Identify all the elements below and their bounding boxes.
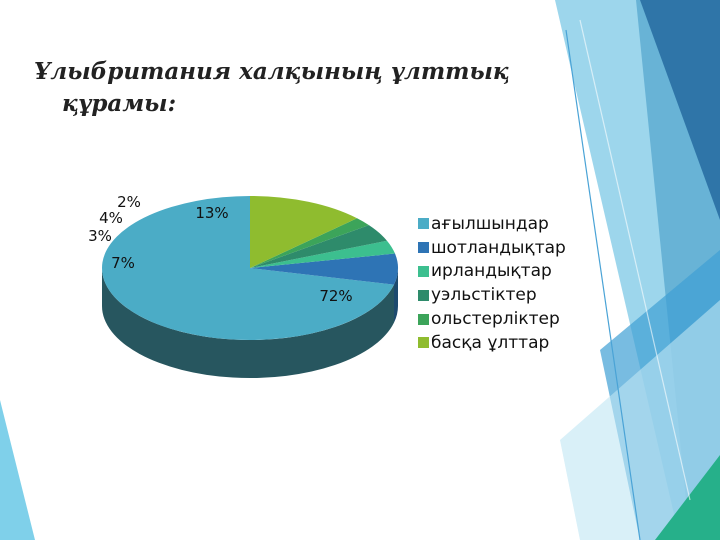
pie-slice-4 [250, 218, 369, 268]
pie-data-labels: 72% 7% 3%4%2% 13% [88, 193, 353, 305]
legend-item: шотландықтар [418, 236, 566, 260]
pie-slice-0 [102, 196, 394, 340]
right-panel-pale-shape [560, 300, 720, 540]
legend-label: ағылшындар [431, 213, 549, 234]
pie-data-label: 72% [319, 287, 352, 305]
legend-item: басқа ұлттар [418, 331, 566, 355]
legend-label: ольстерліктер [431, 309, 560, 330]
pie-data-label: 13% [195, 204, 228, 222]
pie-chart: 72% 7% 3%4%2% 13% [88, 193, 399, 379]
bottom-left-shape [0, 400, 35, 540]
pie-slice-tops [102, 196, 398, 340]
legend-item: ольстерліктер [418, 307, 566, 331]
pie-slice-5 [250, 196, 358, 268]
pie-slice-2 [250, 240, 395, 268]
legend-item: уэльстіктер [418, 283, 566, 307]
legend-swatch [418, 265, 429, 277]
legend-label: шотландықтар [431, 237, 566, 258]
pie-data-label: 2% [117, 193, 141, 211]
slide-title-line-2: құрамы: [62, 90, 177, 117]
legend-swatch [418, 242, 429, 254]
pie-data-label: 3% [88, 227, 112, 245]
legend-item: ирландықтар [418, 260, 566, 284]
pie-slice-1 [250, 253, 398, 285]
pie-slice-side-0 [102, 268, 394, 379]
legend-swatch [418, 289, 429, 301]
pie-data-label: 4% [99, 209, 123, 227]
legend-swatch [418, 313, 429, 325]
legend-label: уэльстіктер [431, 285, 537, 306]
chart-legend: ағылшындар шотландықтар ирландықтар уэльсті… [418, 212, 566, 355]
diagonal-line-2 [579, 19, 691, 501]
legend-swatch [418, 337, 429, 349]
legend-item: ағылшындар [418, 212, 566, 236]
pie-slice-side-1 [393, 268, 399, 323]
pie-slice-3 [250, 225, 387, 268]
diagonal-line-1 [565, 29, 641, 540]
pie-side-walls [102, 268, 399, 379]
legend-label: ирландықтар [431, 261, 552, 282]
legend-swatch [418, 218, 429, 230]
slide-title-line-1: Ұлыбритания халқының ұлттық [34, 58, 510, 85]
bottom-right-green-shape [655, 455, 720, 540]
legend-label: басқа ұлттар [431, 332, 550, 353]
pie-data-label: 7% [111, 254, 135, 272]
